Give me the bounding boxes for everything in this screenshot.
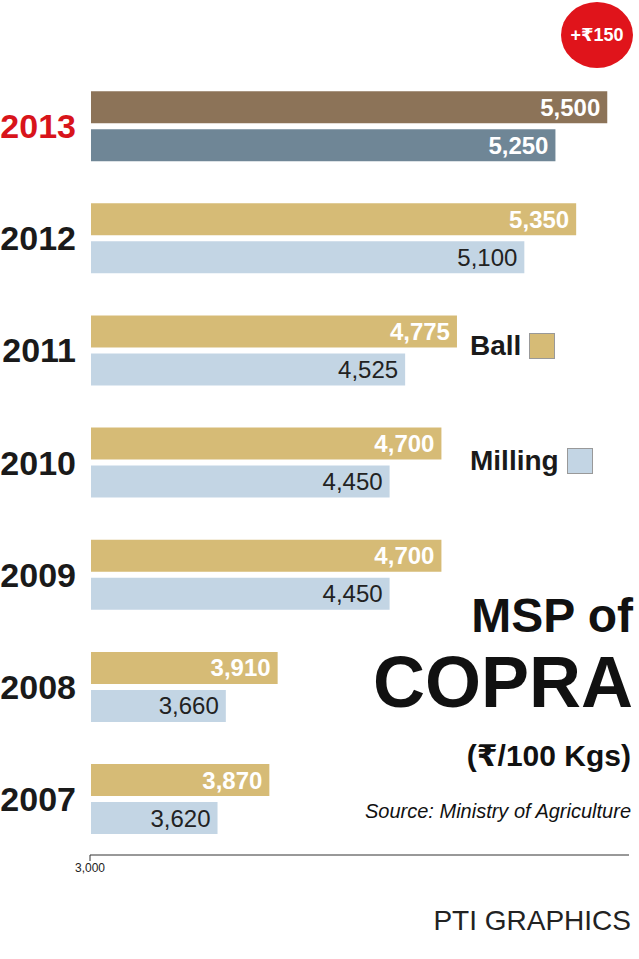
svg-text:3,910: 3,910 (211, 654, 271, 681)
svg-text:2008: 2008 (0, 668, 76, 706)
svg-text:5,350: 5,350 (509, 206, 569, 233)
svg-text:4,450: 4,450 (323, 468, 383, 495)
svg-text:3,870: 3,870 (202, 767, 262, 794)
html-text:Source: Ministry of Agricultur: Source: Ministry of Agriculture (365, 800, 631, 822)
svg-text:4,700: 4,700 (374, 542, 434, 569)
svg-text:2007: 2007 (0, 780, 76, 818)
svg-text:2013: 2013 (0, 107, 76, 145)
svg-text:3,660: 3,660 (159, 692, 219, 719)
html-text:MSP of: MSP of (471, 589, 633, 642)
svg-text:2010: 2010 (0, 444, 76, 482)
html-text:(₹/100 Kgs): (₹/100 Kgs) (466, 739, 631, 772)
html-text:Milling: Milling (470, 445, 559, 476)
svg-text:2009: 2009 (0, 556, 76, 594)
svg-text:3,000: 3,000 (75, 861, 105, 875)
svg-text:5,250: 5,250 (488, 132, 548, 159)
svg-text:4,700: 4,700 (374, 430, 434, 457)
svg-text:5,100: 5,100 (457, 244, 517, 271)
html-text:Ball: Ball (470, 330, 522, 361)
svg-text:2012: 2012 (0, 219, 76, 257)
svg-text:2011: 2011 (2, 331, 76, 369)
svg-text:3,620: 3,620 (150, 805, 210, 832)
svg-text:4,775: 4,775 (390, 318, 450, 345)
html-text:COPRA: COPRA (373, 642, 633, 722)
svg-text:4,450: 4,450 (323, 580, 383, 607)
svg-text:5,500: 5,500 (540, 94, 600, 121)
svg-text:4,525: 4,525 (338, 356, 398, 383)
html-text:PTI GRAPHICS: PTI GRAPHICS (433, 905, 631, 936)
html-text:+₹150: +₹150 (570, 25, 624, 45)
